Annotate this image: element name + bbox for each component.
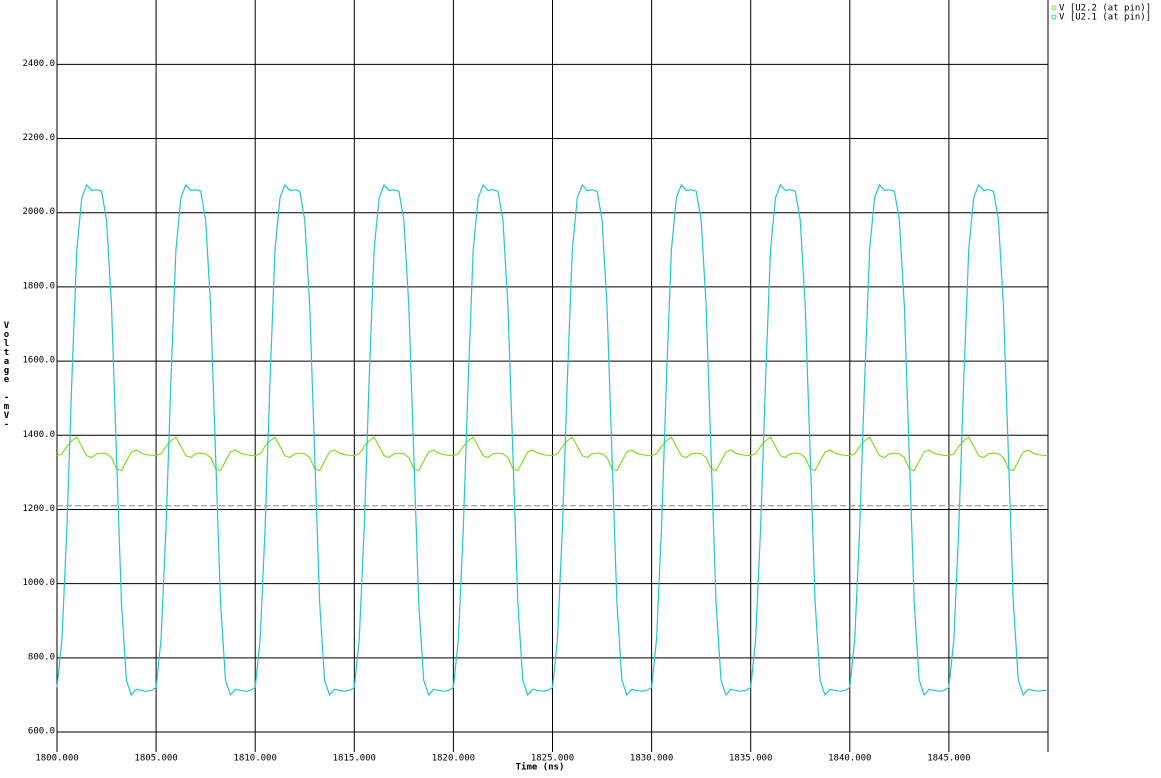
legend-marker [1051, 14, 1057, 20]
y-tick-label: 1200.0 [22, 504, 55, 514]
y-tick-label: 600.0 [28, 727, 55, 737]
y-tick-label: 2000.0 [22, 207, 55, 217]
legend-label: V [U2.2 (at pin)] [1059, 4, 1151, 14]
x-tick-label: 1830.000 [630, 754, 673, 764]
x-tick-label: 1810.000 [234, 754, 277, 764]
legend-marker [1051, 5, 1057, 11]
x-tick-label: 1845.000 [927, 754, 970, 764]
y-tick-label: 800.0 [28, 652, 55, 662]
x-tick-label: 1800.000 [35, 754, 78, 764]
y-tick-label: 2400.0 [22, 59, 55, 69]
y-tick-label: 1800.0 [22, 281, 55, 291]
x-tick-label: 1820.000 [432, 754, 475, 764]
x-axis-label: Time (ns) [516, 762, 565, 773]
series-line [56, 436, 1049, 472]
y-tick-label: 1400.0 [22, 430, 55, 440]
y-axis-label: Voltage -mV- [2, 321, 12, 429]
y-tick-label: 1600.0 [22, 356, 55, 366]
x-tick-label: 1840.000 [828, 754, 871, 764]
x-tick-label: 1805.000 [134, 754, 177, 764]
y-tick-label: 2200.0 [22, 133, 55, 143]
series-line [56, 183, 1048, 697]
x-tick-label: 1835.000 [729, 754, 772, 764]
x-tick-label: 1825.000 [531, 754, 574, 764]
y-tick-label: 1000.0 [22, 578, 55, 588]
legend-label: V [U2.1 (at pin)] [1059, 13, 1151, 23]
x-tick-label: 1815.000 [333, 754, 376, 764]
